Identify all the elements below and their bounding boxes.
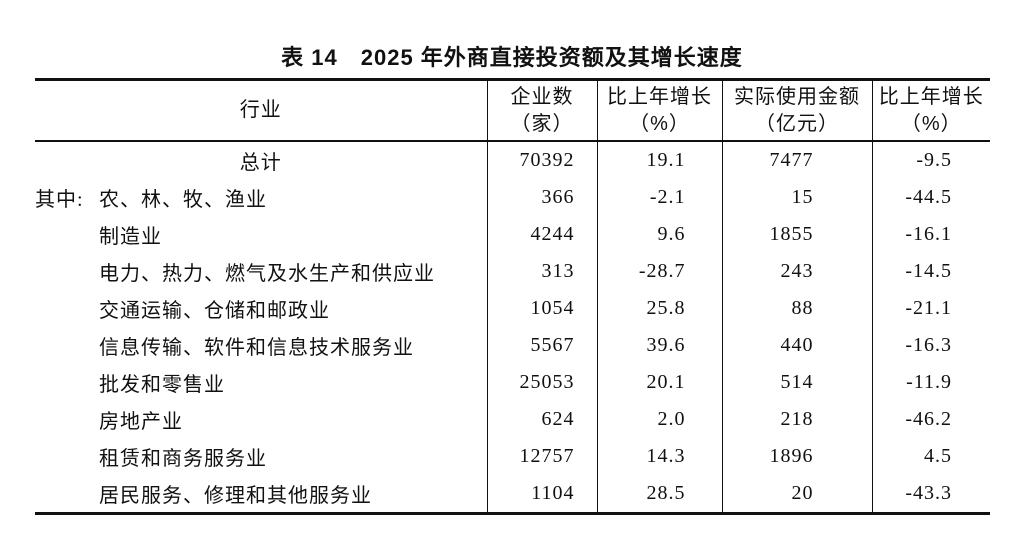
growth2-value: -14.5 (871, 253, 990, 290)
header-industry: 行业 (35, 79, 487, 142)
table-row: 交通运输、仓储和邮政业 1054 25.8 88 -21.1 (35, 290, 990, 327)
row-prefix: 其中: (35, 189, 84, 211)
header-growth2: 比上年增长 （%） (871, 79, 990, 142)
header-industry-label: 行业 (239, 99, 282, 121)
industry-name: 租赁和商务服务业 (99, 448, 267, 470)
enterprises-value: 366 (486, 179, 597, 216)
growth1-value: 39.6 (596, 327, 722, 364)
growth1-value: 19.1 (596, 141, 722, 179)
industry-name: 批发和零售业 (99, 374, 225, 396)
amount-value: 88 (721, 290, 872, 327)
growth1-value: 25.8 (596, 290, 722, 327)
growth1-value: 9.6 (596, 216, 722, 253)
industry-name: 制造业 (99, 226, 162, 248)
industry-cell: 总计 (35, 141, 487, 179)
header-enterprises-label: 企业数 (510, 85, 574, 108)
amount-value: 20 (721, 475, 872, 514)
enterprises-value: 1104 (486, 475, 597, 514)
industry-cell: 批发和零售业 (35, 364, 487, 401)
enterprises-value: 624 (486, 401, 597, 438)
industry-name: 居民服务、修理和其他服务业 (99, 485, 372, 507)
amount-value: 15 (721, 179, 872, 216)
industry-name: 电力、热力、燃气及水生产和供应业 (99, 263, 435, 285)
enterprises-value: 313 (486, 253, 597, 290)
amount-value: 218 (721, 401, 872, 438)
table-row: 信息传输、软件和信息技术服务业 5567 39.6 440 -16.3 (35, 327, 990, 364)
growth2-value: -11.9 (871, 364, 990, 401)
header-growth1-unit: （%） (629, 112, 690, 135)
enterprises-value: 25053 (486, 364, 597, 401)
header-amount-unit: （亿元） (755, 112, 839, 135)
table-row: 其中: 农、林、牧、渔业 366 -2.1 15 -44.5 (35, 179, 990, 216)
table-body: 总计 70392 19.1 7477 -9.5 其中: 农、林、牧、渔业 366 … (35, 141, 990, 514)
table-row: 制造业 4244 9.6 1855 -16.1 (35, 216, 990, 253)
growth2-value: -43.3 (871, 475, 990, 514)
fdi-table: 行业 企业数 （家） 比上年增长 （%） 实际使用金额 （亿元） 比上年增长 （… (35, 78, 990, 515)
table-row: 房地产业 624 2.0 218 -46.2 (35, 401, 990, 438)
growth2-value: -9.5 (871, 141, 990, 179)
enterprises-value: 70392 (486, 141, 597, 179)
amount-value: 243 (721, 253, 872, 290)
table-title: 表 14 2025 年外商直接投资额及其增长速度 (281, 45, 743, 70)
amount-value: 514 (721, 364, 872, 401)
industry-name: 房地产业 (99, 411, 183, 433)
industry-name: 农、林、牧、渔业 (99, 189, 267, 211)
header-amount-label: 实际使用金额 (734, 85, 860, 108)
growth2-value: -16.3 (871, 327, 990, 364)
enterprises-value: 4244 (486, 216, 597, 253)
industry-cell: 房地产业 (35, 401, 487, 438)
industry-cell: 制造业 (35, 216, 487, 253)
table-row: 居民服务、修理和其他服务业 1104 28.5 20 -43.3 (35, 475, 990, 514)
amount-value: 440 (721, 327, 872, 364)
table-row: 批发和零售业 25053 20.1 514 -11.9 (35, 364, 990, 401)
industry-cell: 电力、热力、燃气及水生产和供应业 (35, 253, 487, 290)
industry-name: 信息传输、软件和信息技术服务业 (99, 337, 414, 359)
growth1-value: 28.5 (596, 475, 722, 514)
growth2-value: -44.5 (871, 179, 990, 216)
enterprises-value: 12757 (486, 438, 597, 475)
growth1-value: 2.0 (596, 401, 722, 438)
growth2-value: -21.1 (871, 290, 990, 327)
header-row: 行业 企业数 （家） 比上年增长 （%） 实际使用金额 （亿元） 比上年增长 （… (35, 79, 990, 142)
header-growth1: 比上年增长 （%） (596, 79, 722, 142)
industry-cell: 租赁和商务服务业 (35, 438, 487, 475)
growth2-value: -46.2 (871, 401, 990, 438)
table-header: 行业 企业数 （家） 比上年增长 （%） 实际使用金额 （亿元） 比上年增长 （… (35, 79, 990, 142)
growth1-value: 14.3 (596, 438, 722, 475)
table-row: 电力、热力、燃气及水生产和供应业 313 -28.7 243 -14.5 (35, 253, 990, 290)
industry-name: 交通运输、仓储和邮政业 (99, 300, 330, 322)
industry-name: 总计 (239, 152, 282, 174)
header-amount: 实际使用金额 （亿元） (721, 79, 872, 142)
amount-value: 1855 (721, 216, 872, 253)
industry-cell: 其中: 农、林、牧、渔业 (35, 179, 487, 216)
table-row: 租赁和商务服务业 12757 14.3 1896 4.5 (35, 438, 990, 475)
header-growth2-label: 比上年增长 (878, 85, 984, 108)
industry-cell: 信息传输、软件和信息技术服务业 (35, 327, 487, 364)
growth1-value: 20.1 (596, 364, 722, 401)
growth1-value: -2.1 (596, 179, 722, 216)
growth2-value: -16.1 (871, 216, 990, 253)
header-growth1-label: 比上年增长 (607, 85, 712, 108)
amount-value: 7477 (721, 141, 872, 179)
header-enterprises-unit: （家） (510, 112, 574, 135)
growth1-value: -28.7 (596, 253, 722, 290)
industry-cell: 交通运输、仓储和邮政业 (35, 290, 487, 327)
table-row: 总计 70392 19.1 7477 -9.5 (35, 141, 990, 179)
header-growth2-unit: （%） (900, 112, 962, 135)
industry-cell: 居民服务、修理和其他服务业 (35, 475, 487, 514)
enterprises-value: 1054 (486, 290, 597, 327)
growth2-value: 4.5 (871, 438, 990, 475)
amount-value: 1896 (721, 438, 872, 475)
enterprises-value: 5567 (486, 327, 597, 364)
header-enterprises: 企业数 （家） (486, 79, 597, 142)
